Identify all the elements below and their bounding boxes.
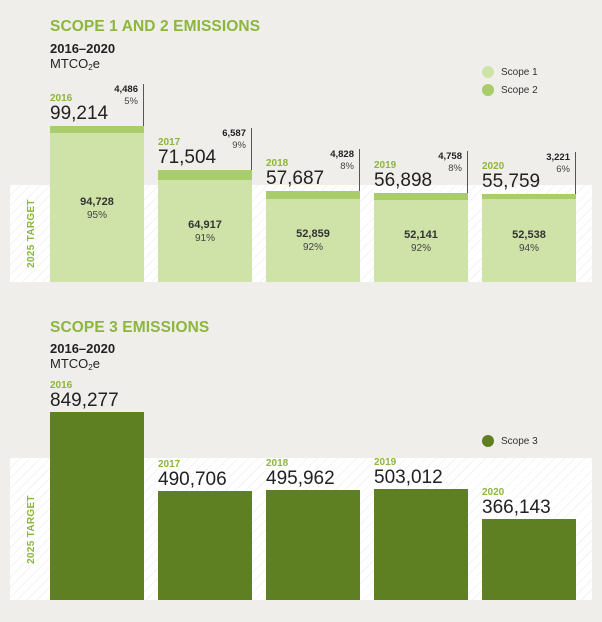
- scope1-pct-label: 94%: [518, 242, 539, 254]
- scope3-bar: [50, 412, 144, 600]
- scope1-pct-label: 92%: [410, 243, 431, 254]
- bar-total-label: 503,012: [374, 466, 443, 488]
- scope2-leader-line: [359, 149, 360, 192]
- scope2-pct-label: 8%: [340, 161, 354, 173]
- bar-year-label: 2018: [266, 158, 289, 170]
- scope1-value-label: 52,859: [296, 228, 330, 241]
- scope2-value-label: 4,486: [114, 84, 138, 95]
- bar-total-label: 490,706: [158, 469, 227, 491]
- chart2-target-label: 2025 TARGET: [25, 494, 37, 564]
- bar-year-label: 2018: [266, 458, 289, 470]
- chart1-unit: MTCO2e: [50, 56, 100, 72]
- bar-total-label: 495,962: [266, 468, 335, 490]
- scope1-pct-label: 92%: [302, 242, 323, 254]
- scope1-value-label: 52,141: [404, 229, 438, 241]
- scope2-pct-label: 9%: [232, 139, 246, 151]
- bar-total-label: 57,687: [266, 168, 325, 190]
- bar-year-label: 2016: [50, 380, 73, 391]
- bar-total-label: 55,759: [482, 171, 541, 193]
- scope2-pct-label: 5%: [124, 96, 138, 107]
- scope2-bar: [50, 126, 144, 134]
- scope1-bar: [482, 199, 576, 282]
- bar-year-label: 2020: [482, 161, 505, 173]
- scope2-leader-line: [575, 152, 576, 195]
- chart2-unit: MTCO2e: [50, 356, 100, 372]
- bar-total-label: 849,277: [50, 390, 119, 411]
- bar-year-label: 2019: [374, 456, 397, 468]
- scope2-bar: [374, 192, 468, 200]
- chart2-title: SCOPE 3 EMISSIONS: [50, 319, 210, 336]
- scope2-leader-line: [251, 127, 252, 170]
- bar-total-label: 71,504: [158, 146, 217, 168]
- scope1-value-label: 64,917: [188, 218, 222, 231]
- scope1-pct-label: 91%: [194, 232, 215, 244]
- chart1-title: SCOPE 1 AND 2 EMISSIONS: [50, 18, 261, 35]
- scope2-pct-label: 8%: [448, 162, 462, 174]
- scope1-value-label: 94,728: [80, 195, 114, 208]
- scope3-bar: [158, 491, 252, 600]
- legend-scope3-label: Scope 3: [501, 436, 538, 447]
- chart1-subtitle: 2016–2020: [50, 41, 116, 56]
- scope2-value-label: 6,587: [222, 127, 246, 139]
- legend-scope2-swatch: [482, 84, 494, 96]
- chart1-target-label: 2025 TARGET: [25, 199, 37, 268]
- scope2-leader-line: [143, 84, 144, 126]
- bar-year-label: 2017: [158, 136, 181, 148]
- scope1-pct-label: 95%: [86, 209, 107, 221]
- legend-scope1-label: Scope 1: [501, 67, 538, 78]
- scope2-value-label: 4,828: [330, 149, 354, 161]
- scope3-bar: [482, 518, 576, 600]
- bar-total-label: 56,898: [374, 169, 433, 191]
- scope2-bar: [266, 191, 360, 199]
- scope2-value-label: 4,758: [438, 150, 462, 162]
- bar-year-label: 2020: [482, 486, 505, 498]
- scope2-value-label: 3,221: [546, 152, 570, 164]
- scope3-bar: [374, 488, 468, 600]
- scope2-bar: [482, 194, 576, 200]
- scope2-leader-line: [467, 150, 468, 193]
- scope1-bar: [158, 179, 252, 282]
- scope3-bar: [266, 490, 360, 600]
- bar-total-label: 366,143: [482, 496, 551, 518]
- scope2-pct-label: 6%: [556, 164, 570, 176]
- scope1-bar: [374, 200, 468, 282]
- legend-scope3-swatch: [482, 435, 494, 447]
- scope1-bar: [266, 198, 360, 282]
- legend-scope2-label: Scope 2: [501, 85, 538, 96]
- bar-total-label: 99,214: [50, 103, 109, 124]
- scope1-value-label: 52,538: [512, 228, 546, 241]
- bar-year-label: 2019: [374, 159, 397, 171]
- legend-scope1-swatch: [482, 66, 494, 78]
- scope1-bar: [50, 133, 144, 282]
- chart2-subtitle: 2016–2020: [50, 341, 116, 356]
- bar-year-label: 2017: [158, 459, 181, 471]
- scope2-bar: [158, 169, 252, 180]
- bar-year-label: 2016: [50, 93, 73, 104]
